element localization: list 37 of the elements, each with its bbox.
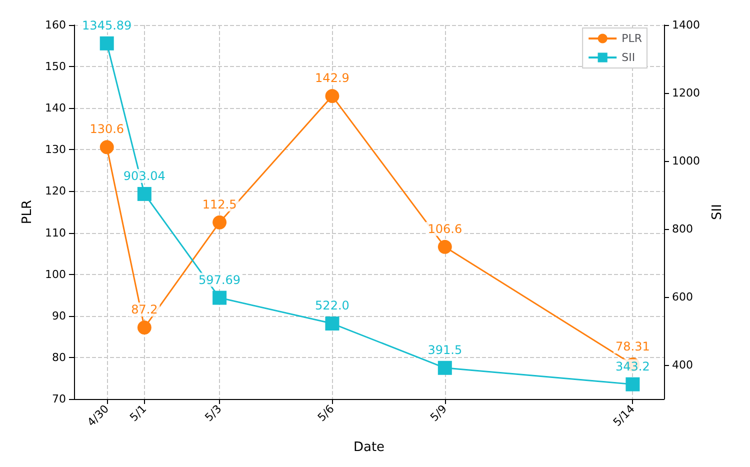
data-label: 522.0 — [315, 298, 350, 313]
y2-tick-label: 600 — [672, 290, 693, 304]
data-label: 903.04 — [123, 168, 166, 183]
data-label: 1345.89 — [82, 18, 132, 32]
legend-label: SII — [622, 51, 636, 64]
y-tick-label: 100 — [45, 268, 66, 281]
y-tick-label: 110 — [45, 226, 66, 240]
y-tick-label: 90 — [52, 309, 66, 322]
data-label: 391.5 — [428, 342, 462, 357]
data-label: 78.31 — [616, 339, 650, 354]
y-tick-label: 150 — [45, 60, 66, 74]
y2-tick-label: 1200 — [672, 86, 700, 100]
y2-tick-label: 1000 — [672, 154, 700, 168]
y-tick-label: 120 — [45, 184, 66, 198]
data-label: 87.2 — [131, 302, 158, 317]
y2-axis-title: SII — [710, 204, 725, 220]
data-label: 112.5 — [202, 197, 237, 212]
y-tick-label: 130 — [45, 143, 66, 156]
data-label: 130.6 — [90, 122, 124, 136]
x-tick-label: 5/6 — [315, 402, 337, 424]
y2-tick-label: 800 — [672, 222, 693, 236]
x-tick-label: 5/9 — [428, 402, 450, 424]
x-tick-label: 5/1 — [127, 402, 150, 424]
data-label: 597.69 — [198, 272, 241, 287]
y2-tick-label: 400 — [672, 358, 693, 372]
y-tick-label: 140 — [45, 102, 66, 115]
x-tick-label: 5/3 — [202, 402, 224, 424]
y-tick-label: 70 — [52, 392, 66, 406]
data-label: 142.9 — [315, 71, 350, 86]
y-tick-label: 160 — [45, 18, 66, 32]
y-tick-label: 80 — [52, 350, 66, 364]
y-axis-title: PLR — [20, 200, 36, 224]
legend-label: PLR — [622, 32, 642, 45]
data-label: 106.6 — [428, 222, 462, 236]
x-axis-title: Date — [353, 440, 385, 455]
y2-tick-label: 1400 — [672, 18, 700, 32]
data-label: 343.2 — [616, 359, 650, 374]
